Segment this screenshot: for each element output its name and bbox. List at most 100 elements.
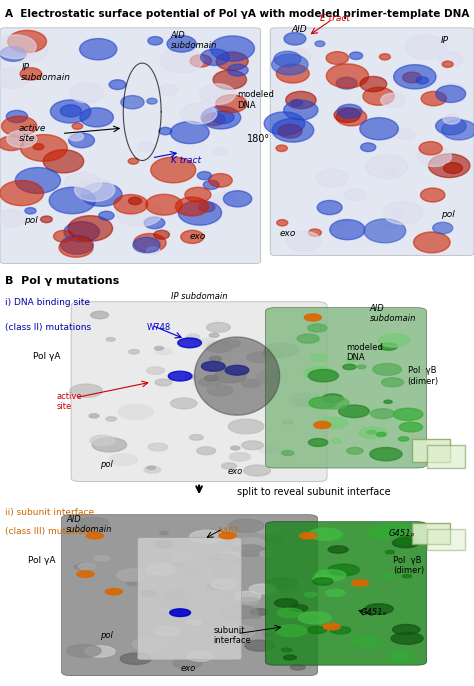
Circle shape xyxy=(234,591,261,601)
Circle shape xyxy=(154,626,180,636)
Circle shape xyxy=(184,375,196,379)
Circle shape xyxy=(323,624,340,630)
Circle shape xyxy=(382,378,403,387)
Circle shape xyxy=(20,134,67,161)
Circle shape xyxy=(264,343,299,357)
Circle shape xyxy=(160,84,178,95)
Circle shape xyxy=(201,49,229,65)
Text: modeled
DNA: modeled DNA xyxy=(346,343,383,362)
Circle shape xyxy=(265,536,283,543)
Circle shape xyxy=(214,570,234,578)
Circle shape xyxy=(201,362,225,371)
Circle shape xyxy=(181,104,217,124)
Text: G451ₐ: G451ₐ xyxy=(360,608,386,617)
Circle shape xyxy=(328,564,359,576)
Circle shape xyxy=(109,453,137,465)
Circle shape xyxy=(216,95,247,113)
Text: B  Pol γ mutations: B Pol γ mutations xyxy=(5,276,119,286)
Circle shape xyxy=(199,202,215,212)
Circle shape xyxy=(105,589,122,595)
Text: K tract: K tract xyxy=(171,156,201,165)
Circle shape xyxy=(276,145,287,152)
Circle shape xyxy=(197,172,211,180)
Circle shape xyxy=(61,235,93,254)
Text: (class III) mutations: (class III) mutations xyxy=(5,527,93,536)
Circle shape xyxy=(346,447,363,454)
Circle shape xyxy=(201,340,225,351)
Circle shape xyxy=(330,220,365,239)
Circle shape xyxy=(297,334,319,343)
Circle shape xyxy=(289,393,322,407)
Circle shape xyxy=(0,180,44,206)
Circle shape xyxy=(117,569,150,581)
Circle shape xyxy=(0,47,26,61)
Circle shape xyxy=(66,644,101,657)
Text: G451ₚ: G451ₚ xyxy=(389,529,415,538)
Circle shape xyxy=(380,343,397,351)
Text: AID
subdomain: AID subdomain xyxy=(66,514,113,534)
Circle shape xyxy=(207,386,233,396)
Circle shape xyxy=(178,338,201,348)
Circle shape xyxy=(444,163,463,174)
Circle shape xyxy=(387,651,414,661)
FancyBboxPatch shape xyxy=(71,302,327,482)
Circle shape xyxy=(264,349,285,358)
Circle shape xyxy=(393,408,423,421)
Circle shape xyxy=(33,143,44,150)
Circle shape xyxy=(256,370,288,383)
Circle shape xyxy=(304,367,336,380)
Circle shape xyxy=(334,108,360,123)
Circle shape xyxy=(159,532,168,535)
Circle shape xyxy=(181,230,204,244)
Circle shape xyxy=(199,377,220,387)
Circle shape xyxy=(308,324,327,332)
Polygon shape xyxy=(194,337,280,415)
Circle shape xyxy=(428,154,470,178)
Circle shape xyxy=(146,247,160,255)
Circle shape xyxy=(276,625,307,637)
Circle shape xyxy=(371,409,394,418)
Circle shape xyxy=(193,339,203,343)
Circle shape xyxy=(178,200,222,225)
Text: 180°: 180° xyxy=(247,134,270,144)
Text: modeled
DNA: modeled DNA xyxy=(237,90,274,110)
Circle shape xyxy=(148,36,163,45)
Circle shape xyxy=(15,167,61,193)
Circle shape xyxy=(187,334,200,340)
Text: exo: exo xyxy=(228,467,243,476)
Circle shape xyxy=(134,233,166,252)
Circle shape xyxy=(250,615,261,618)
Circle shape xyxy=(416,77,428,84)
Circle shape xyxy=(392,538,419,547)
Circle shape xyxy=(249,584,276,594)
Circle shape xyxy=(363,87,394,105)
Circle shape xyxy=(185,187,211,202)
Circle shape xyxy=(264,112,305,135)
Circle shape xyxy=(419,141,442,155)
Circle shape xyxy=(317,169,348,187)
Circle shape xyxy=(402,72,421,83)
Circle shape xyxy=(50,100,91,123)
Circle shape xyxy=(235,538,266,549)
Circle shape xyxy=(272,54,308,75)
Circle shape xyxy=(242,379,261,388)
Circle shape xyxy=(353,636,382,646)
Circle shape xyxy=(274,599,298,607)
Circle shape xyxy=(373,364,401,375)
Text: A467: A467 xyxy=(218,527,240,536)
Circle shape xyxy=(259,445,278,453)
Circle shape xyxy=(314,421,331,429)
Circle shape xyxy=(80,38,117,60)
Circle shape xyxy=(216,52,248,71)
Circle shape xyxy=(41,216,52,223)
Circle shape xyxy=(0,35,36,58)
Circle shape xyxy=(92,438,127,452)
Text: split to reveal subunit interface: split to reveal subunit interface xyxy=(237,487,391,497)
Circle shape xyxy=(188,620,201,625)
Circle shape xyxy=(69,132,83,141)
Circle shape xyxy=(147,466,155,469)
Circle shape xyxy=(210,333,219,338)
FancyBboxPatch shape xyxy=(412,438,450,462)
Circle shape xyxy=(109,80,126,89)
Circle shape xyxy=(304,314,321,321)
